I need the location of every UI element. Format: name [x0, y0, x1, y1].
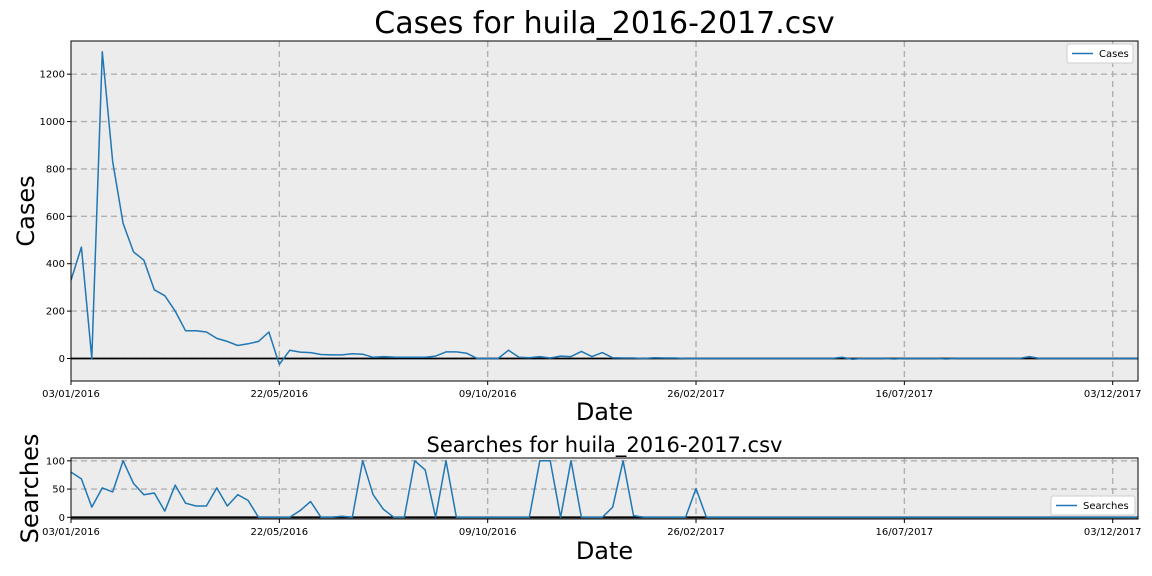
- cases-x-tick-label: 03/12/2017: [1084, 389, 1142, 400]
- cases-legend: [1066, 43, 1134, 64]
- cases-series-line: [71, 50, 1138, 366]
- searches-x-axis-label: Date: [576, 537, 633, 565]
- searches-x-tick-label: 03/12/2017: [1084, 527, 1142, 538]
- searches-x-tick-label: 16/07/2017: [876, 527, 934, 538]
- searches-chart: 0 50 100 03/01/2016 22/05/2016 09/10/2016 26/0…: [16, 433, 1142, 565]
- searches-y-tick-label: 50: [52, 485, 65, 496]
- searches-y-axis-label: Searches: [16, 434, 44, 544]
- cases-x-axis-label: Date: [576, 398, 633, 426]
- cases-x-tick-label: 22/05/2016: [251, 389, 309, 400]
- cases-x-tick-label: 26/02/2017: [667, 389, 725, 400]
- searches-x-tick-label: 09/10/2016: [459, 527, 517, 538]
- cases-chart-title: Cases for huila_2016-2017.csv: [374, 6, 834, 41]
- cases-x-tick-label: 16/07/2017: [876, 389, 934, 400]
- searches-chart-title: Searches for huila_2016-2017.csv: [427, 433, 783, 458]
- cases-plot-frame: [70, 40, 1139, 382]
- searches-plot-frame: [70, 457, 1139, 520]
- cases-y-axis-label: Cases: [12, 175, 40, 246]
- searches-y-tick-label: 0: [59, 513, 65, 524]
- cases-y-tick-label: 1200: [40, 70, 65, 81]
- cases-chart: 0 200 400 600 800 1000 1200 03/01/2016 22/05/201…: [12, 6, 1142, 426]
- searches-x-tick-label: 03/01/2016: [42, 527, 100, 538]
- searches-x-tick-label: 26/02/2017: [667, 527, 725, 538]
- searches-y-tick-label: 100: [46, 456, 65, 467]
- cases-x-tick-label: 09/10/2016: [459, 389, 517, 400]
- cases-y-tick-label: 0: [59, 354, 65, 365]
- cases-y-tick-label: 600: [46, 212, 65, 223]
- cases-y-tick-label: 800: [46, 164, 65, 175]
- cases-y-tick-label: 400: [46, 259, 65, 270]
- searches-legend-label: Searches: [1083, 501, 1129, 512]
- cases-y-tick-label: 200: [46, 307, 65, 318]
- searches-x-tick-label: 22/05/2016: [251, 527, 309, 538]
- cases-x-tick-label: 03/01/2016: [42, 389, 100, 400]
- cases-y-tick-label: 1000: [40, 117, 65, 128]
- searches-series-line: [71, 460, 1138, 519]
- cases-legend-label: Cases: [1099, 49, 1129, 60]
- cases-plot-area: [71, 41, 1138, 381]
- searches-legend: [1050, 495, 1136, 516]
